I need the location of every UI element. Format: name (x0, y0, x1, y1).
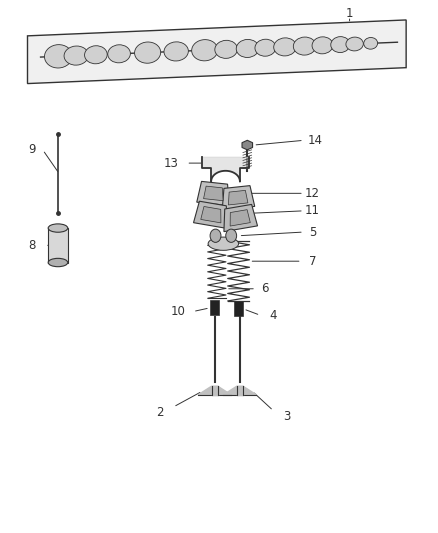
Ellipse shape (215, 41, 237, 58)
Polygon shape (228, 190, 248, 205)
Ellipse shape (48, 224, 68, 232)
Text: 5: 5 (309, 225, 316, 239)
Ellipse shape (293, 37, 316, 55)
Polygon shape (201, 206, 221, 223)
Polygon shape (201, 157, 250, 181)
Text: 4: 4 (270, 309, 277, 322)
Ellipse shape (312, 37, 333, 54)
Polygon shape (194, 201, 227, 229)
Ellipse shape (108, 45, 131, 63)
Text: 6: 6 (261, 282, 268, 295)
Polygon shape (222, 185, 255, 210)
Polygon shape (223, 386, 256, 395)
Text: 3: 3 (283, 409, 290, 423)
Text: 2: 2 (156, 406, 164, 419)
Ellipse shape (364, 37, 378, 49)
Polygon shape (224, 204, 258, 232)
Text: 10: 10 (170, 305, 185, 318)
Ellipse shape (85, 46, 107, 64)
Text: 12: 12 (305, 187, 320, 200)
Ellipse shape (48, 259, 68, 266)
Text: 9: 9 (28, 143, 35, 156)
Polygon shape (242, 140, 253, 150)
Ellipse shape (274, 38, 297, 56)
Text: 1: 1 (346, 6, 353, 20)
Ellipse shape (64, 46, 88, 65)
Polygon shape (28, 20, 406, 84)
Text: 7: 7 (309, 255, 316, 268)
Ellipse shape (208, 237, 239, 251)
Ellipse shape (255, 39, 276, 56)
Polygon shape (237, 386, 243, 395)
Ellipse shape (331, 37, 350, 53)
Ellipse shape (346, 37, 363, 51)
Bar (48, 228, 68, 263)
Polygon shape (212, 386, 218, 395)
Bar (210, 301, 219, 316)
Polygon shape (198, 386, 231, 395)
Ellipse shape (236, 39, 259, 58)
Ellipse shape (226, 229, 237, 243)
Ellipse shape (192, 39, 218, 61)
Text: 14: 14 (307, 134, 322, 147)
Bar (234, 302, 244, 317)
Text: 8: 8 (28, 239, 35, 252)
Polygon shape (197, 181, 229, 206)
Polygon shape (204, 186, 223, 201)
Polygon shape (230, 209, 250, 226)
Ellipse shape (134, 42, 161, 63)
Ellipse shape (164, 42, 188, 61)
Text: 13: 13 (164, 157, 179, 169)
Ellipse shape (210, 229, 221, 243)
Text: 11: 11 (305, 204, 320, 217)
Ellipse shape (45, 45, 72, 68)
